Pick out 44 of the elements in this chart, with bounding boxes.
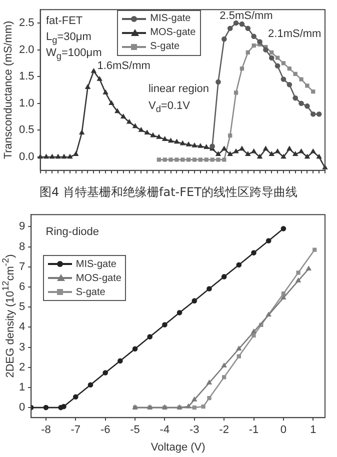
- x-tick-label: -6: [100, 424, 110, 436]
- x-tick-label: -5: [130, 424, 140, 436]
- y-tick-label: 2.0: [18, 44, 34, 56]
- x-tick-label: -7: [70, 424, 81, 436]
- y-tick-label: 9: [18, 220, 26, 233]
- y-tick-label: 4: [18, 321, 26, 334]
- legend-label: MIS-gate: [150, 13, 191, 24]
- legend-label: S-gate: [150, 41, 180, 52]
- annotation: 2.5mS/mm: [220, 10, 273, 22]
- legend-label: MIS-gate: [76, 258, 116, 270]
- x-tick-label: -8: [41, 424, 51, 436]
- annotation: Ring-diode: [46, 226, 99, 238]
- annotation: W$_{g}$=100μm: [46, 47, 102, 62]
- x-tick-label: -4: [160, 424, 170, 436]
- y-tick-label: 1.5: [18, 70, 34, 83]
- y-tick-label: 5: [18, 301, 26, 314]
- y-tick-label: 8: [18, 240, 26, 253]
- legend-label: S-gate: [76, 286, 106, 298]
- y-tick-label: 2: [18, 361, 26, 374]
- y-tick-label: 2.5: [18, 17, 34, 30]
- y-tick-label: 3: [18, 341, 26, 354]
- legend-label: MOS-gate: [76, 272, 122, 284]
- y-tick-label: 0.0: [18, 151, 34, 164]
- annotation: fat-FET: [46, 15, 83, 28]
- y-tick-label: 0: [18, 402, 26, 414]
- x-tick-label: 1: [310, 424, 316, 436]
- annotation: 1.6mS/mm: [97, 60, 150, 72]
- annotation: V$_{d}$=0.1V: [148, 100, 190, 115]
- annotation: linear region: [148, 82, 210, 95]
- annotation: L$_{g}$=30μm: [46, 31, 92, 46]
- x-tick-label: 0: [280, 424, 287, 436]
- y-tick-label: 1.0: [18, 97, 34, 110]
- legend-label: MOS-gate: [150, 27, 196, 38]
- x-tick-label: -1: [248, 424, 259, 436]
- x-tick-label: -2: [219, 424, 229, 436]
- x-tick-label: -3: [189, 424, 200, 436]
- x-axis-title: Voltage (V): [150, 441, 206, 454]
- caption: 图4 肖特基栅和绝缘栅fat-FET的线性区跨导曲线: [38, 184, 298, 201]
- y-tick-label: 7: [18, 260, 26, 273]
- y-tick-label: 1: [18, 381, 26, 394]
- y-tick-label: 6: [18, 280, 26, 293]
- y-axis-title: Transconductance (mS/mm): [2, 20, 14, 160]
- y-tick-label: 0.5: [18, 124, 34, 136]
- annotation: 2.1mS/mm: [268, 28, 322, 40]
